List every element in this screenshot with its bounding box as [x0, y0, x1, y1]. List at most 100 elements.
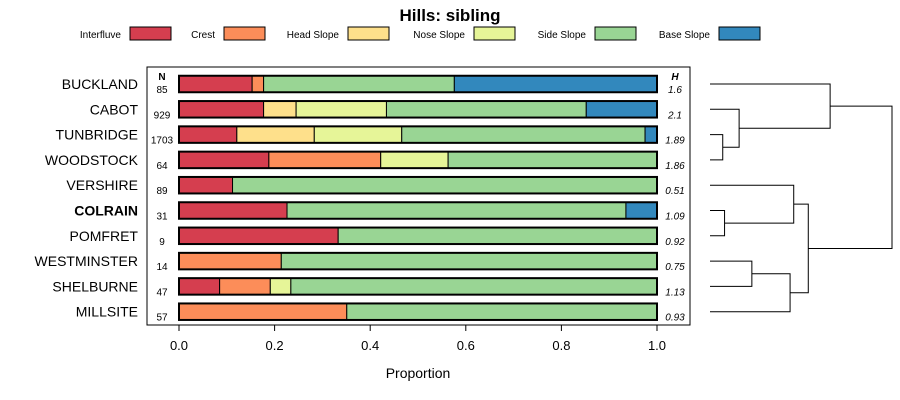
bar-segment-colrain-side-slope [286, 201, 627, 220]
category-label-shelburne: SHELBURNE [52, 278, 138, 294]
legend-swatch-crest [223, 26, 266, 41]
bar-segment-shelburne-interfluve [178, 277, 221, 296]
x-axis: 0.0 0.2 0.4 0.6 0.8 1.0 [170, 325, 666, 353]
dendrogram-link-4 [710, 260, 753, 287]
legend-label-nose-slope: Nose Slope [413, 30, 465, 41]
bar-segment-tunbridge-side-slope [401, 125, 646, 144]
dendrogram-link-3 [710, 210, 726, 237]
bar-row-cabot: CABOT 929 2.1 [90, 100, 682, 121]
legend-label-head-slope: Head Slope [287, 30, 340, 41]
dendrogram-link-5 [710, 273, 791, 313]
bar-segment-shelburne-nose-slope [269, 277, 292, 296]
h-value-woodstock: 1.86 [665, 161, 685, 172]
x-tick-label-2: 0.4 [361, 338, 379, 353]
bar-segment-buckland-base-slope [453, 75, 658, 93]
category-label-millsite: MILLSITE [76, 304, 138, 320]
h-value-vershire: 0.51 [665, 186, 684, 197]
x-tick-label-1: 0.2 [266, 338, 284, 353]
bar-row-pomfret: POMFRET 9 0.92 [70, 226, 685, 248]
bar-segment-woodstock-interfluve [178, 151, 270, 169]
bar-segment-woodstock-side-slope [447, 151, 658, 169]
bar-row-tunbridge: TUNBRIDGE 1703 1.89 [56, 125, 685, 147]
n-value-shelburne: 47 [156, 287, 168, 298]
dendrogram-link-1 [710, 108, 740, 148]
n-column-header: N [158, 72, 165, 83]
dendrogram-link-7 [790, 203, 809, 294]
bar-segment-buckland-side-slope [263, 75, 455, 93]
bar-segment-cabot-nose-slope [295, 100, 387, 119]
bar-row-millsite: MILLSITE 57 0.93 [76, 302, 685, 324]
legend-swatch-interfluve [129, 26, 172, 41]
bar-segment-tunbridge-head-slope [236, 125, 315, 144]
bar-segment-pomfret-side-slope [337, 227, 658, 245]
legend-swatch-base-slope [718, 26, 761, 41]
bar-segment-shelburne-crest [219, 277, 271, 296]
x-tick-label-0: 0.0 [170, 338, 188, 353]
dendrogram-link-6 [710, 184, 795, 224]
bar-outline-cabot [178, 100, 658, 119]
bar-segment-woodstock-nose-slope [380, 151, 449, 169]
n-value-westminster: 14 [156, 262, 168, 273]
dendrogram [710, 83, 893, 313]
bar-row-woodstock: WOODSTOCK 64 1.86 [45, 150, 685, 172]
bar-rows: BUCKLAND 85 1.6 CABOT 929 2.1 TUNBRIDGE 1703 1.8… [35, 74, 685, 324]
dendrogram-link-2 [710, 83, 831, 129]
x-tick-label-3: 0.6 [457, 338, 475, 353]
bar-outline-colrain [178, 201, 658, 220]
bar-segment-tunbridge-base-slope [644, 125, 658, 144]
legend: Interfluve Crest Head Slope Nose Slope Side … [80, 26, 761, 41]
bar-segment-westminster-crest [178, 252, 282, 270]
x-tick-label-4: 0.8 [552, 338, 570, 353]
h-value-westminster: 0.75 [665, 262, 685, 273]
h-value-buckland: 1.6 [668, 85, 682, 96]
bar-segment-cabot-interfluve [178, 100, 265, 119]
h-value-cabot: 2.1 [667, 110, 682, 121]
bar-segment-millsite-crest [178, 302, 348, 321]
bar-segment-pomfret-interfluve [178, 227, 339, 245]
h-value-tunbridge: 1.89 [665, 136, 685, 147]
bar-segment-westminster-side-slope [280, 252, 658, 270]
bar-outline-westminster [178, 251, 658, 271]
bar-row-shelburne: SHELBURNE 47 1.13 [52, 277, 685, 298]
plot-frame [146, 66, 691, 326]
bar-segment-buckland-interfluve [178, 75, 253, 93]
n-value-buckland: 85 [156, 85, 168, 96]
legend-swatch-head-slope [347, 26, 390, 41]
legend-swatch-nose-slope [473, 26, 516, 41]
bar-row-westminster: WESTMINSTER 14 0.75 [35, 251, 685, 273]
category-label-tunbridge: TUNBRIDGE [56, 127, 138, 143]
category-label-buckland: BUCKLAND [62, 76, 138, 92]
legend-label-interfluve: Interfluve [80, 30, 122, 41]
n-value-woodstock: 64 [156, 161, 168, 172]
bar-row-buckland: BUCKLAND 85 1.6 [62, 74, 682, 96]
legend-label-side-slope: Side Slope [538, 30, 587, 41]
bar-segment-buckland-crest [251, 75, 265, 93]
h-value-colrain: 1.09 [665, 212, 685, 223]
n-value-colrain: 31 [156, 212, 168, 223]
bar-row-colrain: COLRAIN 31 1.09 [74, 201, 685, 223]
legend-label-crest: Crest [191, 30, 215, 41]
n-value-tunbridge: 1703 [151, 136, 174, 147]
x-axis-title: Proportion [386, 365, 451, 381]
legend-label-base-slope: Base Slope [659, 30, 711, 41]
bar-segment-colrain-base-slope [625, 201, 658, 220]
bar-segment-vershire-side-slope [232, 176, 658, 194]
bar-segment-colrain-interfluve [178, 201, 288, 220]
legend-swatch-side-slope [594, 26, 637, 41]
bar-segment-tunbridge-nose-slope [313, 125, 403, 144]
x-tick-label-5: 1.0 [648, 338, 666, 353]
category-label-westminster: WESTMINSTER [35, 253, 138, 269]
n-value-vershire: 89 [156, 186, 168, 197]
chart-title: Hills: sibling [399, 6, 500, 25]
category-label-colrain: COLRAIN [74, 203, 138, 219]
dendrogram-link-8 [808, 105, 893, 249]
bar-outline-millsite [178, 302, 658, 321]
h-value-pomfret: 0.92 [665, 237, 685, 248]
n-value-pomfret: 9 [159, 237, 165, 248]
bar-outline-pomfret [178, 226, 658, 246]
bar-outline-shelburne [178, 277, 658, 296]
category-label-cabot: CABOT [90, 101, 139, 117]
category-label-vershire: VERSHIRE [66, 177, 138, 193]
n-value-cabot: 929 [154, 110, 171, 121]
